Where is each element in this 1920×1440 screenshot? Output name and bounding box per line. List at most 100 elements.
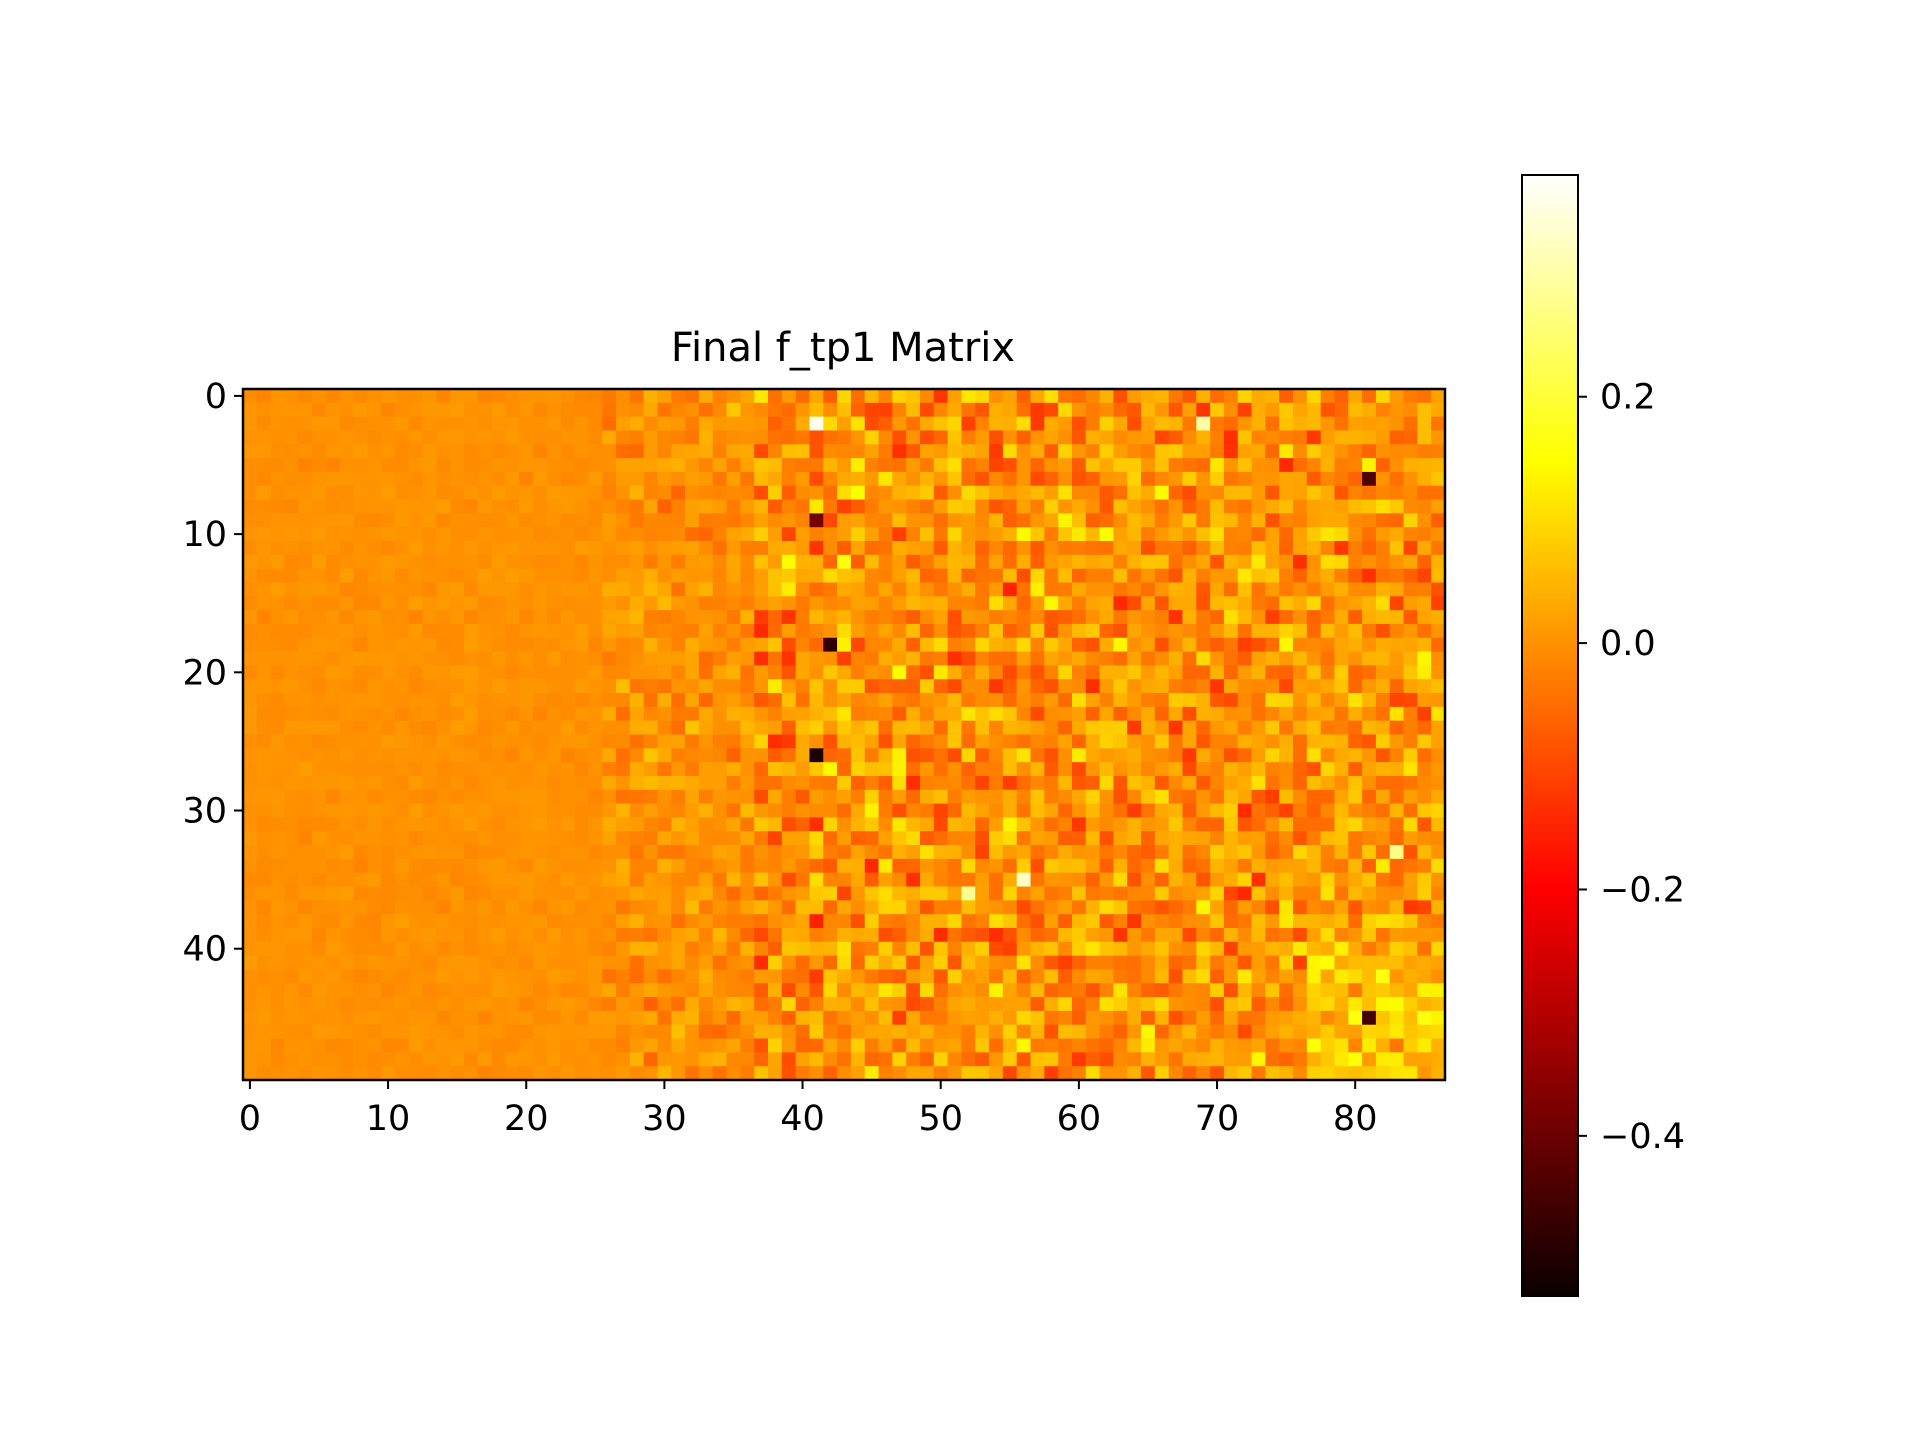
heatmap-cell bbox=[1403, 803, 1418, 819]
heatmap-cell bbox=[339, 527, 355, 542]
heatmap-cell bbox=[1320, 789, 1336, 805]
heatmap-cell bbox=[1306, 914, 1322, 929]
heatmap-cell bbox=[671, 1052, 686, 1067]
heatmap-cell bbox=[947, 775, 963, 791]
heatmap-cell bbox=[1085, 1052, 1101, 1067]
heatmap-cell bbox=[864, 941, 880, 957]
heatmap-cell bbox=[1127, 858, 1142, 874]
heatmap-cell bbox=[394, 582, 410, 597]
heatmap-cell bbox=[906, 997, 921, 1012]
heatmap-cell bbox=[850, 706, 866, 722]
heatmap-cell bbox=[864, 1052, 880, 1067]
heatmap-cell bbox=[850, 775, 866, 791]
heatmap-cell bbox=[629, 527, 645, 542]
heatmap-cell bbox=[436, 997, 451, 1012]
heatmap-cell bbox=[837, 969, 852, 984]
heatmap-cell bbox=[1362, 651, 1377, 666]
heatmap-cell bbox=[436, 817, 451, 832]
heatmap-cell bbox=[381, 748, 396, 763]
heatmap-cell bbox=[906, 541, 921, 556]
heatmap-cell bbox=[685, 886, 700, 901]
heatmap-cell bbox=[1168, 831, 1184, 846]
heatmap-cell bbox=[795, 969, 811, 984]
heatmap-cell bbox=[1085, 693, 1101, 708]
heatmap-cell bbox=[1223, 1024, 1239, 1040]
heatmap-cell bbox=[546, 444, 562, 459]
heatmap-cell bbox=[1223, 568, 1239, 584]
heatmap-cell bbox=[837, 402, 852, 418]
heatmap-cell bbox=[1113, 997, 1128, 1012]
heatmap-cell bbox=[1168, 596, 1184, 611]
heatmap-cell bbox=[850, 914, 866, 929]
heatmap-cell bbox=[1306, 720, 1322, 736]
heatmap-cell bbox=[726, 1052, 741, 1067]
heatmap-cell bbox=[422, 1024, 438, 1040]
heatmap-cell bbox=[1293, 1024, 1308, 1040]
heatmap-cell bbox=[243, 1066, 258, 1081]
heatmap-cell bbox=[1030, 568, 1045, 584]
heatmap-cell bbox=[809, 485, 824, 501]
heatmap-cell bbox=[906, 1010, 921, 1026]
heatmap-cell bbox=[933, 610, 949, 625]
heatmap-cell bbox=[1223, 458, 1239, 473]
heatmap-cell bbox=[353, 1024, 368, 1040]
heatmap-cell bbox=[381, 1038, 396, 1053]
heatmap-cell bbox=[312, 389, 327, 404]
heatmap-cell bbox=[947, 720, 963, 736]
heatmap-cell bbox=[919, 831, 935, 846]
heatmap-cell bbox=[588, 1038, 603, 1053]
heatmap-cell bbox=[1016, 596, 1032, 611]
heatmap-cell bbox=[1375, 637, 1391, 653]
heatmap-cell bbox=[1182, 789, 1197, 805]
heatmap-cell bbox=[1389, 1024, 1405, 1040]
heatmap-cell bbox=[1168, 416, 1184, 432]
heatmap-cell bbox=[1362, 554, 1377, 570]
heatmap-cell bbox=[588, 1010, 603, 1026]
heatmap-cell bbox=[712, 886, 728, 901]
heatmap-cell bbox=[1099, 831, 1115, 846]
heatmap-cell bbox=[381, 596, 396, 611]
heatmap-cell bbox=[353, 665, 368, 680]
heatmap-cell bbox=[1293, 651, 1308, 666]
heatmap-cell bbox=[671, 955, 686, 971]
heatmap-cell bbox=[243, 706, 258, 722]
heatmap-cell bbox=[616, 402, 631, 418]
heatmap-cell bbox=[519, 637, 534, 653]
heatmap-cell bbox=[1348, 458, 1363, 473]
heatmap-cell bbox=[1417, 941, 1432, 957]
heatmap-cell bbox=[629, 803, 645, 819]
heatmap-cell bbox=[339, 389, 355, 404]
heatmap-cell bbox=[1223, 471, 1239, 487]
heatmap-cell bbox=[781, 803, 797, 819]
heatmap-cell bbox=[698, 858, 714, 874]
heatmap-cell bbox=[1265, 541, 1280, 556]
heatmap-cell bbox=[975, 513, 990, 528]
heatmap-cell bbox=[1058, 416, 1073, 432]
heatmap-cell bbox=[533, 637, 548, 653]
heatmap-cell bbox=[1210, 527, 1225, 542]
heatmap-cell bbox=[1113, 1066, 1128, 1081]
heatmap-cell bbox=[975, 582, 990, 597]
heatmap-cell bbox=[367, 458, 382, 473]
heatmap-cell bbox=[768, 1038, 783, 1053]
heatmap-cell bbox=[1265, 527, 1280, 542]
heatmap-cell bbox=[339, 402, 355, 418]
heatmap-cell bbox=[809, 637, 824, 653]
heatmap-cell bbox=[1279, 858, 1294, 874]
heatmap-cell bbox=[1030, 499, 1045, 514]
heatmap-cell bbox=[270, 1024, 286, 1040]
heatmap-cell bbox=[698, 541, 714, 556]
heatmap-cell bbox=[809, 402, 824, 418]
heatmap-cell bbox=[353, 831, 368, 846]
heatmap-cell bbox=[1362, 817, 1377, 832]
heatmap-cell bbox=[823, 458, 838, 473]
heatmap-cell bbox=[394, 1038, 410, 1053]
heatmap-cell bbox=[1016, 637, 1032, 653]
heatmap-cell bbox=[795, 734, 811, 749]
heatmap-cell bbox=[1196, 914, 1211, 929]
heatmap-cell bbox=[1196, 845, 1211, 860]
heatmap-cell bbox=[270, 1066, 286, 1081]
heatmap-cell bbox=[450, 568, 465, 584]
heatmap-cell bbox=[353, 803, 368, 819]
heatmap-cell bbox=[1182, 997, 1197, 1012]
